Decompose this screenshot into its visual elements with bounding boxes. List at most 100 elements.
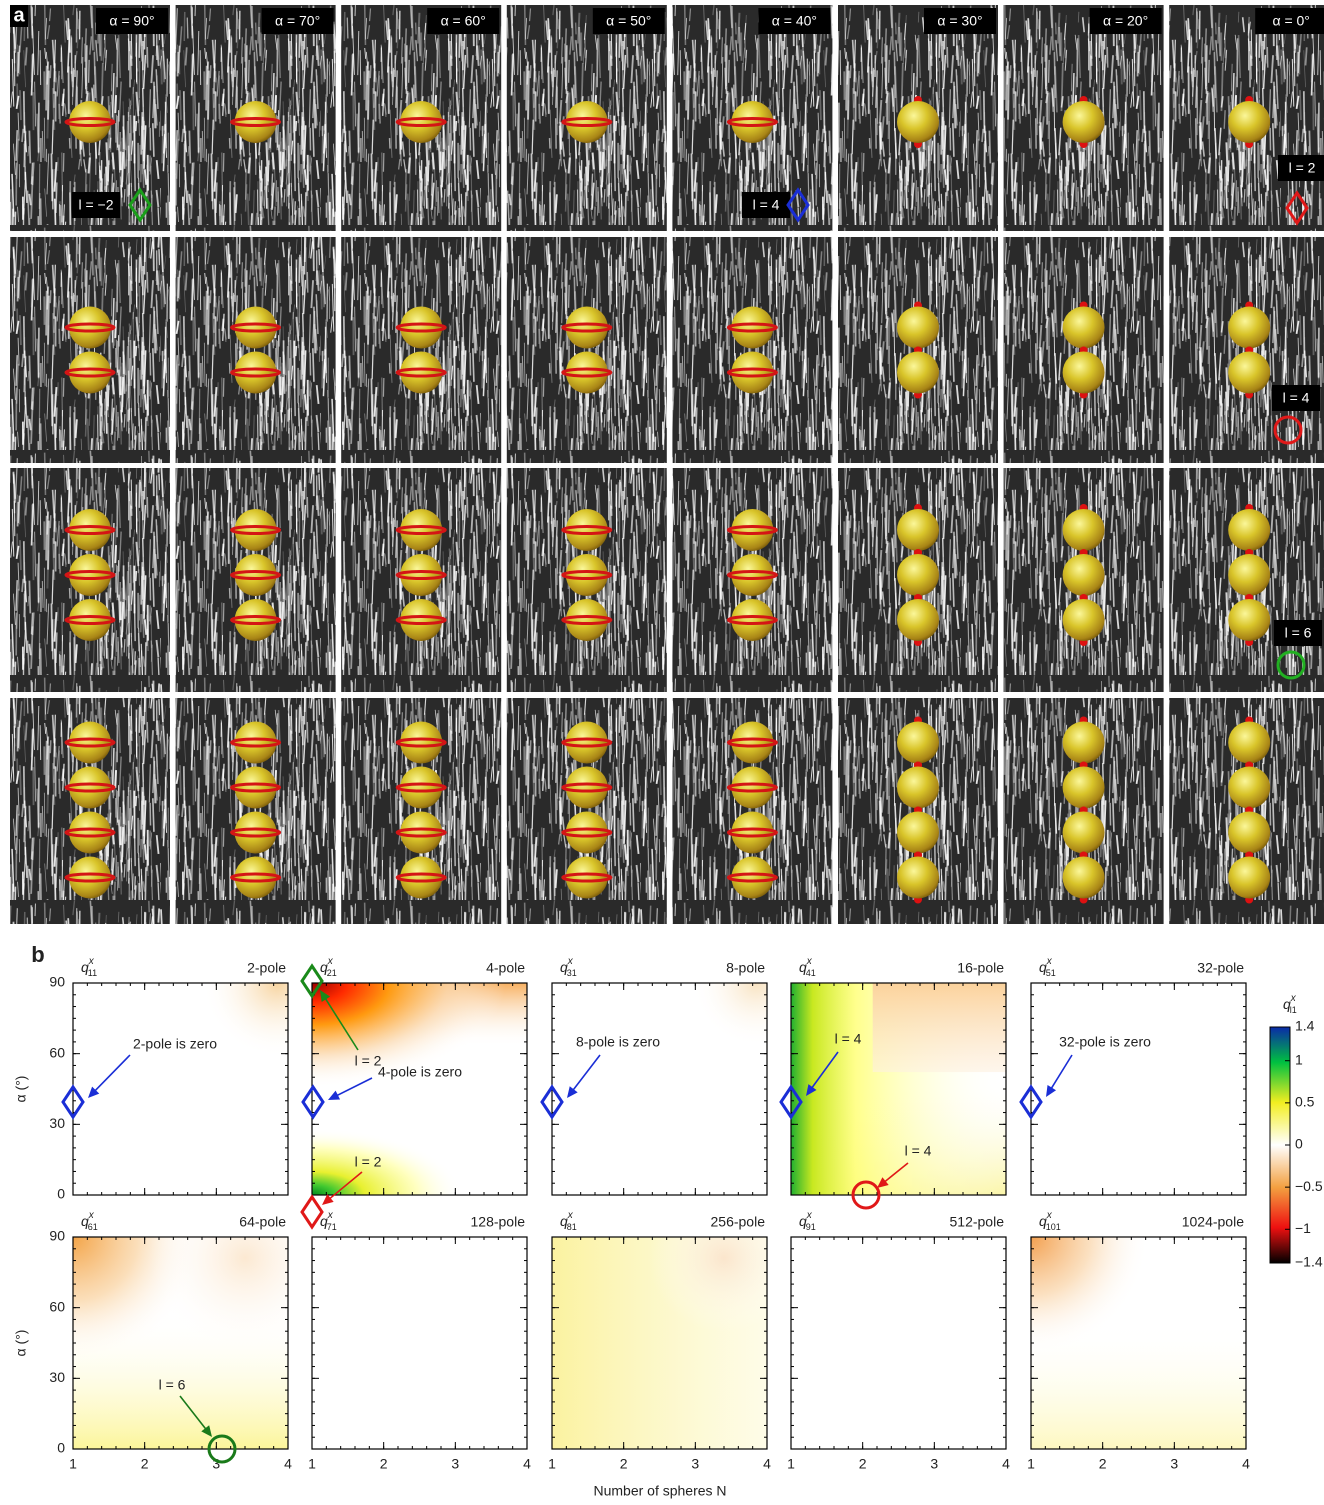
x-tick-label: 1 <box>308 1456 316 1472</box>
x-tick-label: 2 <box>1099 1456 1107 1472</box>
y-tick-label: 0 <box>57 1186 65 1202</box>
sphere <box>731 352 773 394</box>
texture-tile <box>10 237 170 463</box>
angle-label: α = 50° <box>606 13 651 29</box>
sphere <box>235 509 277 551</box>
sphere <box>235 554 277 596</box>
q-label: qx31 <box>560 956 577 979</box>
q-label: qx101 <box>1039 1210 1061 1233</box>
map-name: 4-pole <box>486 960 525 976</box>
x-tick-label: 3 <box>930 1456 938 1472</box>
sphere <box>69 857 111 899</box>
q-sub: 11 <box>88 968 97 978</box>
annotation-marker <box>302 1197 322 1227</box>
sphere <box>897 307 939 349</box>
sphere <box>400 767 442 809</box>
sphere <box>1063 857 1105 899</box>
heatmap-bg <box>1031 983 1246 1195</box>
sphere <box>1228 857 1270 899</box>
x-tick-label: 3 <box>1170 1456 1178 1472</box>
sphere <box>69 509 111 551</box>
texture-tile <box>507 237 667 463</box>
sphere <box>1228 352 1270 394</box>
sphere <box>400 812 442 854</box>
q-sup: x <box>1046 1210 1053 1221</box>
heatmap-shade <box>552 983 767 1195</box>
sphere <box>400 599 442 641</box>
x-tick-label: 3 <box>451 1456 459 1472</box>
colorbar-tick-label: 0.5 <box>1295 1094 1315 1110</box>
sphere <box>731 599 773 641</box>
sphere <box>69 307 111 349</box>
q-sup: x <box>327 1210 334 1221</box>
sphere <box>1063 509 1105 551</box>
panel-label: a <box>13 4 25 26</box>
colorbar-tick-label: 1 <box>1295 1051 1303 1067</box>
sphere <box>400 307 442 349</box>
sphere <box>566 599 608 641</box>
sphere <box>1228 307 1270 349</box>
y-tick-label: 30 <box>49 1115 65 1131</box>
map-name: 32-pole <box>1197 960 1244 976</box>
q-sub: l1 <box>1290 1005 1297 1015</box>
q-sup: x <box>806 956 813 967</box>
sphere <box>566 767 608 809</box>
sphere <box>69 812 111 854</box>
sphere <box>897 101 939 143</box>
map-name: 2-pole <box>247 960 286 976</box>
sphere <box>566 812 608 854</box>
angle-label: α = 30° <box>937 13 982 29</box>
x-tick-label: 4 <box>1242 1456 1250 1472</box>
x-tick-label: 1 <box>1027 1456 1035 1472</box>
colorbar-tick-label: −1.4 <box>1295 1254 1323 1270</box>
texture-tile <box>341 237 501 463</box>
heatmap-shade <box>312 1100 527 1195</box>
y-tick-label: 90 <box>49 974 65 990</box>
sphere <box>69 722 111 764</box>
colorbar-tick-label: −1 <box>1295 1220 1311 1236</box>
sphere <box>1228 554 1270 596</box>
q-sup: x <box>1046 956 1053 967</box>
sphere <box>1063 767 1105 809</box>
angle-label: α = 60° <box>441 13 486 29</box>
q-sup: x <box>1290 993 1297 1004</box>
sphere <box>69 767 111 809</box>
sphere <box>1063 554 1105 596</box>
map-name: 512-pole <box>950 1214 1005 1230</box>
sphere <box>400 101 442 143</box>
angle-label: α = 90° <box>109 13 154 29</box>
sphere <box>69 554 111 596</box>
y-axis-label: α (°) <box>13 1330 29 1357</box>
x-tick-label: 2 <box>380 1456 388 1472</box>
q-sub: 91 <box>806 1222 816 1232</box>
q-sub: 51 <box>1046 968 1056 978</box>
sphere <box>235 352 277 394</box>
sphere <box>897 554 939 596</box>
y-tick-label: 60 <box>49 1044 65 1060</box>
x-tick-label: 4 <box>284 1456 292 1472</box>
q-sup: x <box>806 1210 813 1221</box>
map-name: 256-pole <box>711 1214 766 1230</box>
heatmap-shade <box>312 983 527 1100</box>
sphere <box>731 857 773 899</box>
x-tick-label: 2 <box>620 1456 628 1472</box>
q-sup: x <box>327 956 334 967</box>
sphere <box>400 352 442 394</box>
colorbar-tick-label: 1.4 <box>1295 1018 1315 1034</box>
q-sub: 101 <box>1046 1222 1061 1232</box>
q-sub: 81 <box>567 1222 577 1232</box>
sphere <box>566 101 608 143</box>
annotation: 2-pole is zero <box>133 1036 217 1052</box>
sphere <box>1063 812 1105 854</box>
sphere <box>566 509 608 551</box>
sphere <box>731 812 773 854</box>
q-sub: 41 <box>806 968 816 978</box>
sphere <box>1063 599 1105 641</box>
sphere <box>1228 812 1270 854</box>
heatmap-shade <box>73 983 288 1195</box>
x-tick-label: 1 <box>548 1456 556 1472</box>
y-axis-label: α (°) <box>13 1076 29 1103</box>
annotation: 4-pole is zero <box>378 1064 462 1080</box>
map-name: 128-pole <box>471 1214 526 1230</box>
sphere <box>69 599 111 641</box>
